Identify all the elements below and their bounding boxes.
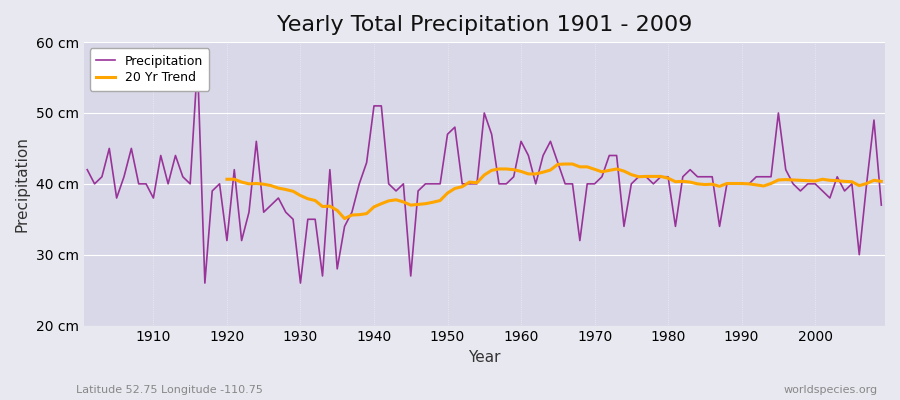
Precipitation <box>140 182 151 186</box>
Precipitation <box>530 182 541 186</box>
20 Yr Trend <box>428 200 438 205</box>
Precipitation <box>82 167 93 172</box>
20 Yr Trend <box>876 179 886 184</box>
Precipitation <box>523 153 534 158</box>
Line: 20 Yr Trend: 20 Yr Trend <box>227 164 881 218</box>
Title: Yearly Total Precipitation 1901 - 2009: Yearly Total Precipitation 1901 - 2009 <box>276 15 692 35</box>
Precipitation <box>192 61 202 66</box>
Precipitation <box>618 224 629 229</box>
Y-axis label: Precipitation: Precipitation <box>15 136 30 232</box>
Legend: Precipitation, 20 Yr Trend: Precipitation, 20 Yr Trend <box>90 48 210 91</box>
20 Yr Trend <box>310 198 320 203</box>
Precipitation <box>361 160 372 165</box>
Precipitation <box>876 203 886 208</box>
20 Yr Trend <box>339 216 350 221</box>
Precipitation <box>200 281 211 286</box>
Text: Latitude 52.75 Longitude -110.75: Latitude 52.75 Longitude -110.75 <box>76 385 264 395</box>
20 Yr Trend <box>795 178 806 183</box>
20 Yr Trend <box>861 181 872 186</box>
20 Yr Trend <box>560 162 571 166</box>
X-axis label: Year: Year <box>468 350 500 365</box>
Line: Precipitation: Precipitation <box>87 63 881 283</box>
20 Yr Trend <box>780 177 791 182</box>
20 Yr Trend <box>221 177 232 182</box>
Precipitation <box>317 274 328 278</box>
20 Yr Trend <box>692 182 703 186</box>
Text: worldspecies.org: worldspecies.org <box>783 385 878 395</box>
